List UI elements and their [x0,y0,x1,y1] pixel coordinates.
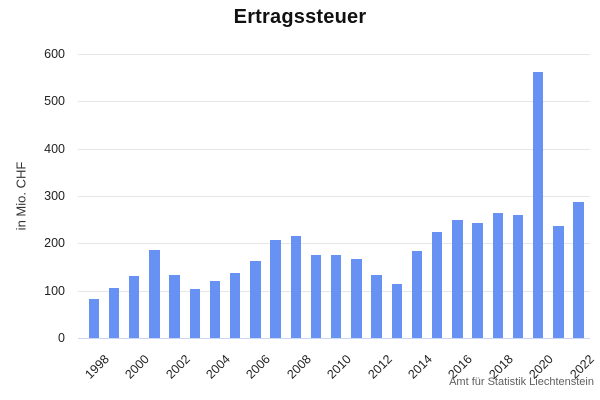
x-tick-label-2010: 2010 [324,352,355,382]
y-tick-label-0: 0 [58,331,65,345]
y-tick-label-400: 400 [44,141,65,156]
gridline-400 [78,148,590,150]
gridline-200 [78,243,590,245]
gridline-300 [78,196,590,197]
gridline-500 [78,101,590,103]
bar-2002[interactable] [169,275,180,338]
x-tick-label-2008: 2008 [284,352,314,382]
bar-2009[interactable] [310,254,322,338]
bar-2015[interactable] [431,231,443,338]
x-tick-label-2000: 2000 [122,352,153,382]
bar-2022[interactable] [573,202,584,338]
bar-2001[interactable] [149,250,160,338]
bar-2010[interactable] [330,255,342,338]
bar-2008[interactable] [290,235,302,338]
bar-2005[interactable] [229,273,241,338]
x-tick-label-2006: 2006 [243,352,274,382]
bar-1999[interactable] [108,288,120,338]
x-tick-label-2014: 2014 [405,352,435,382]
x-tick-label-2002: 2002 [162,352,193,382]
gridline-600 [78,54,590,55]
x-tick-label-2004: 2004 [203,352,233,382]
y-tick-label-100: 100 [44,283,65,298]
bar-2016[interactable] [452,220,463,338]
chart-title: Ertragssteuer [233,6,367,28]
bar-1998[interactable] [88,299,100,338]
bar-2012[interactable] [371,275,382,338]
y-tick-label-300: 300 [44,189,65,203]
bar-2004[interactable] [209,280,221,338]
bar-2011[interactable] [351,259,362,338]
bar-2021[interactable] [553,226,564,338]
bar-2006[interactable] [250,261,261,338]
y-tick-label-600: 600 [44,47,65,61]
x-axis-baseline [78,338,590,339]
bar-2003[interactable] [189,289,201,338]
x-tick-label-1998: 1998 [82,352,112,382]
bar-2007[interactable] [270,240,281,338]
bar-2013[interactable] [391,283,403,338]
bar-2000[interactable] [128,276,140,338]
y-tick-label-500: 500 [44,94,65,109]
bar-2018[interactable] [492,212,504,338]
x-tick-label-2012: 2012 [364,352,395,382]
bar-2019[interactable] [512,214,524,338]
bar-2014[interactable] [411,251,423,338]
source-attribution: Amt für Statistik Liechtenstein [449,376,594,388]
y-tick-label-200: 200 [44,236,65,251]
bar-2020[interactable] [532,72,544,338]
bar-2017[interactable] [472,223,483,338]
